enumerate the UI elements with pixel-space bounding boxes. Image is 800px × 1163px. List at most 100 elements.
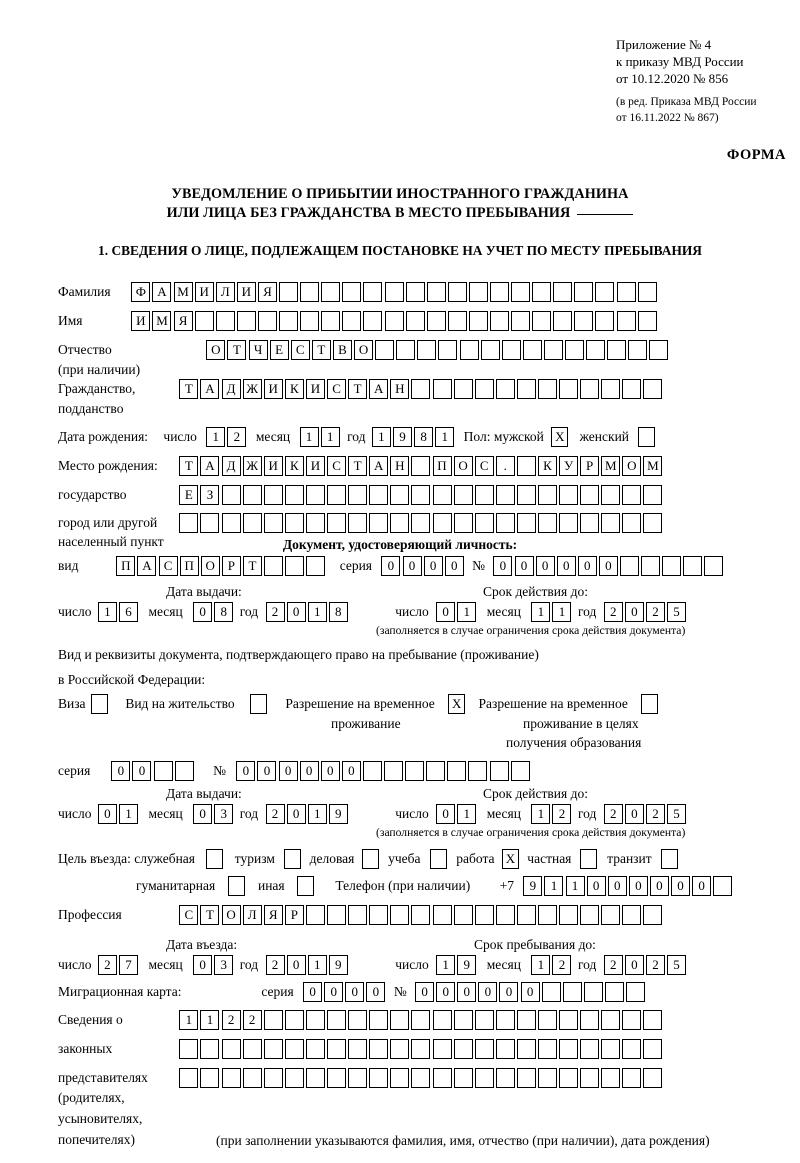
grid-cell[interactable] [342, 282, 362, 302]
birth-place-input-3[interactable] [179, 513, 664, 533]
grid-cell[interactable]: 6 [118, 602, 138, 622]
grid-cell[interactable] [390, 1039, 410, 1059]
grid-cell[interactable] [390, 513, 410, 533]
grid-cell[interactable]: И [305, 456, 325, 476]
grid-cell[interactable] [236, 311, 256, 331]
grid-cell[interactable]: О [200, 556, 220, 576]
grid-cell[interactable]: М [152, 311, 172, 331]
grid-cell[interactable] [453, 379, 473, 399]
grid-cell[interactable] [489, 761, 509, 781]
grid-cell[interactable] [537, 1039, 557, 1059]
grid-cell[interactable]: Н [390, 379, 410, 399]
grid-cell[interactable] [704, 556, 724, 576]
grid-cell[interactable]: М [643, 456, 663, 476]
grid-cell[interactable] [348, 513, 368, 533]
grid-cell[interactable] [432, 1068, 452, 1088]
grid-cell[interactable]: 8 [214, 602, 234, 622]
grid-cell[interactable] [263, 1068, 283, 1088]
grid-cell[interactable] [586, 340, 606, 360]
grid-cell[interactable]: 1 [307, 602, 327, 622]
grid-cell[interactable] [200, 513, 220, 533]
grid-cell[interactable] [643, 1068, 663, 1088]
grid-cell[interactable]: 0 [457, 982, 477, 1002]
grid-cell[interactable] [559, 1039, 579, 1059]
grid-cell[interactable]: 0 [607, 876, 627, 896]
grid-cell[interactable]: 0 [286, 804, 306, 824]
grid-cell[interactable] [384, 761, 404, 781]
grid-cell[interactable] [426, 311, 446, 331]
grid-cell[interactable] [495, 905, 515, 925]
grid-cell[interactable]: Е [179, 485, 199, 505]
grid-cell[interactable]: О [453, 456, 473, 476]
grid-cell[interactable] [369, 1039, 389, 1059]
grid-cell[interactable]: 0 [671, 876, 690, 896]
grid-cell[interactable] [242, 1068, 262, 1088]
grid-cell[interactable] [580, 1039, 600, 1059]
grid-cell[interactable] [516, 1068, 536, 1088]
grid-cell[interactable] [369, 1068, 389, 1088]
grid-cell[interactable] [537, 1010, 557, 1030]
sex-male-checkbox[interactable]: X [551, 427, 569, 447]
grid-cell[interactable]: 0 [493, 556, 513, 576]
grid-cell[interactable]: 2 [265, 804, 285, 824]
grid-cell[interactable] [284, 1039, 304, 1059]
purpose-turizm-checkbox[interactable] [284, 849, 302, 869]
grid-cell[interactable] [468, 761, 488, 781]
temp-residence-checkbox[interactable]: X [448, 694, 466, 714]
grid-cell[interactable] [215, 311, 235, 331]
grid-cell[interactable] [574, 282, 594, 302]
grid-cell[interactable]: 0 [402, 556, 422, 576]
grid-cell[interactable]: А [137, 556, 157, 576]
grid-cell[interactable] [622, 1010, 642, 1030]
grid-cell[interactable]: 0 [649, 876, 669, 896]
grid-cell[interactable] [174, 761, 194, 781]
grid-cell[interactable]: Л [215, 282, 235, 302]
grid-cell[interactable]: Ж [242, 456, 262, 476]
grid-cell[interactable] [495, 379, 515, 399]
grid-cell[interactable] [327, 1039, 347, 1059]
grid-cell[interactable]: 1 [435, 427, 455, 447]
grid-cell[interactable] [601, 905, 621, 925]
grid-cell[interactable] [562, 982, 582, 1002]
grid-cell[interactable]: С [327, 456, 347, 476]
grid-cell[interactable]: 0 [324, 982, 344, 1002]
grid-cell[interactable]: О [221, 905, 241, 925]
grid-cell[interactable] [468, 311, 488, 331]
grid-cell[interactable] [628, 340, 648, 360]
grid-cell[interactable]: З [200, 485, 220, 505]
grid-cell[interactable]: 0 [193, 602, 213, 622]
grid-cell[interactable]: К [537, 456, 557, 476]
grid-cell[interactable] [321, 282, 341, 302]
grid-cell[interactable] [327, 1068, 347, 1088]
grid-cell[interactable]: П [179, 556, 199, 576]
purpose-gumanitarnaya-checkbox[interactable] [227, 876, 245, 896]
grid-cell[interactable] [348, 905, 368, 925]
grid-cell[interactable] [242, 1039, 262, 1059]
grid-cell[interactable]: 0 [624, 804, 644, 824]
grid-cell[interactable]: 0 [299, 761, 319, 781]
grid-cell[interactable] [447, 761, 467, 781]
grid-cell[interactable]: 0 [278, 761, 298, 781]
grid-cell[interactable]: 8 [328, 602, 348, 622]
grid-cell[interactable]: Я [257, 282, 277, 302]
grid-cell[interactable] [649, 340, 669, 360]
grid-cell[interactable] [643, 379, 663, 399]
grid-cell[interactable] [384, 282, 404, 302]
grid-cell[interactable]: М [601, 456, 621, 476]
grid-cell[interactable]: 1 [544, 876, 564, 896]
grid-cell[interactable]: 1 [457, 804, 477, 824]
grid-cell[interactable]: Ж [242, 379, 262, 399]
grid-cell[interactable] [601, 485, 621, 505]
grid-cell[interactable] [264, 556, 284, 576]
grid-cell[interactable]: 1 [531, 602, 551, 622]
grid-cell[interactable] [662, 556, 682, 576]
grid-cell[interactable] [438, 340, 458, 360]
grid-cell[interactable] [537, 485, 557, 505]
grid-cell[interactable] [426, 761, 446, 781]
grid-cell[interactable] [537, 379, 557, 399]
grid-cell[interactable] [221, 1068, 241, 1088]
